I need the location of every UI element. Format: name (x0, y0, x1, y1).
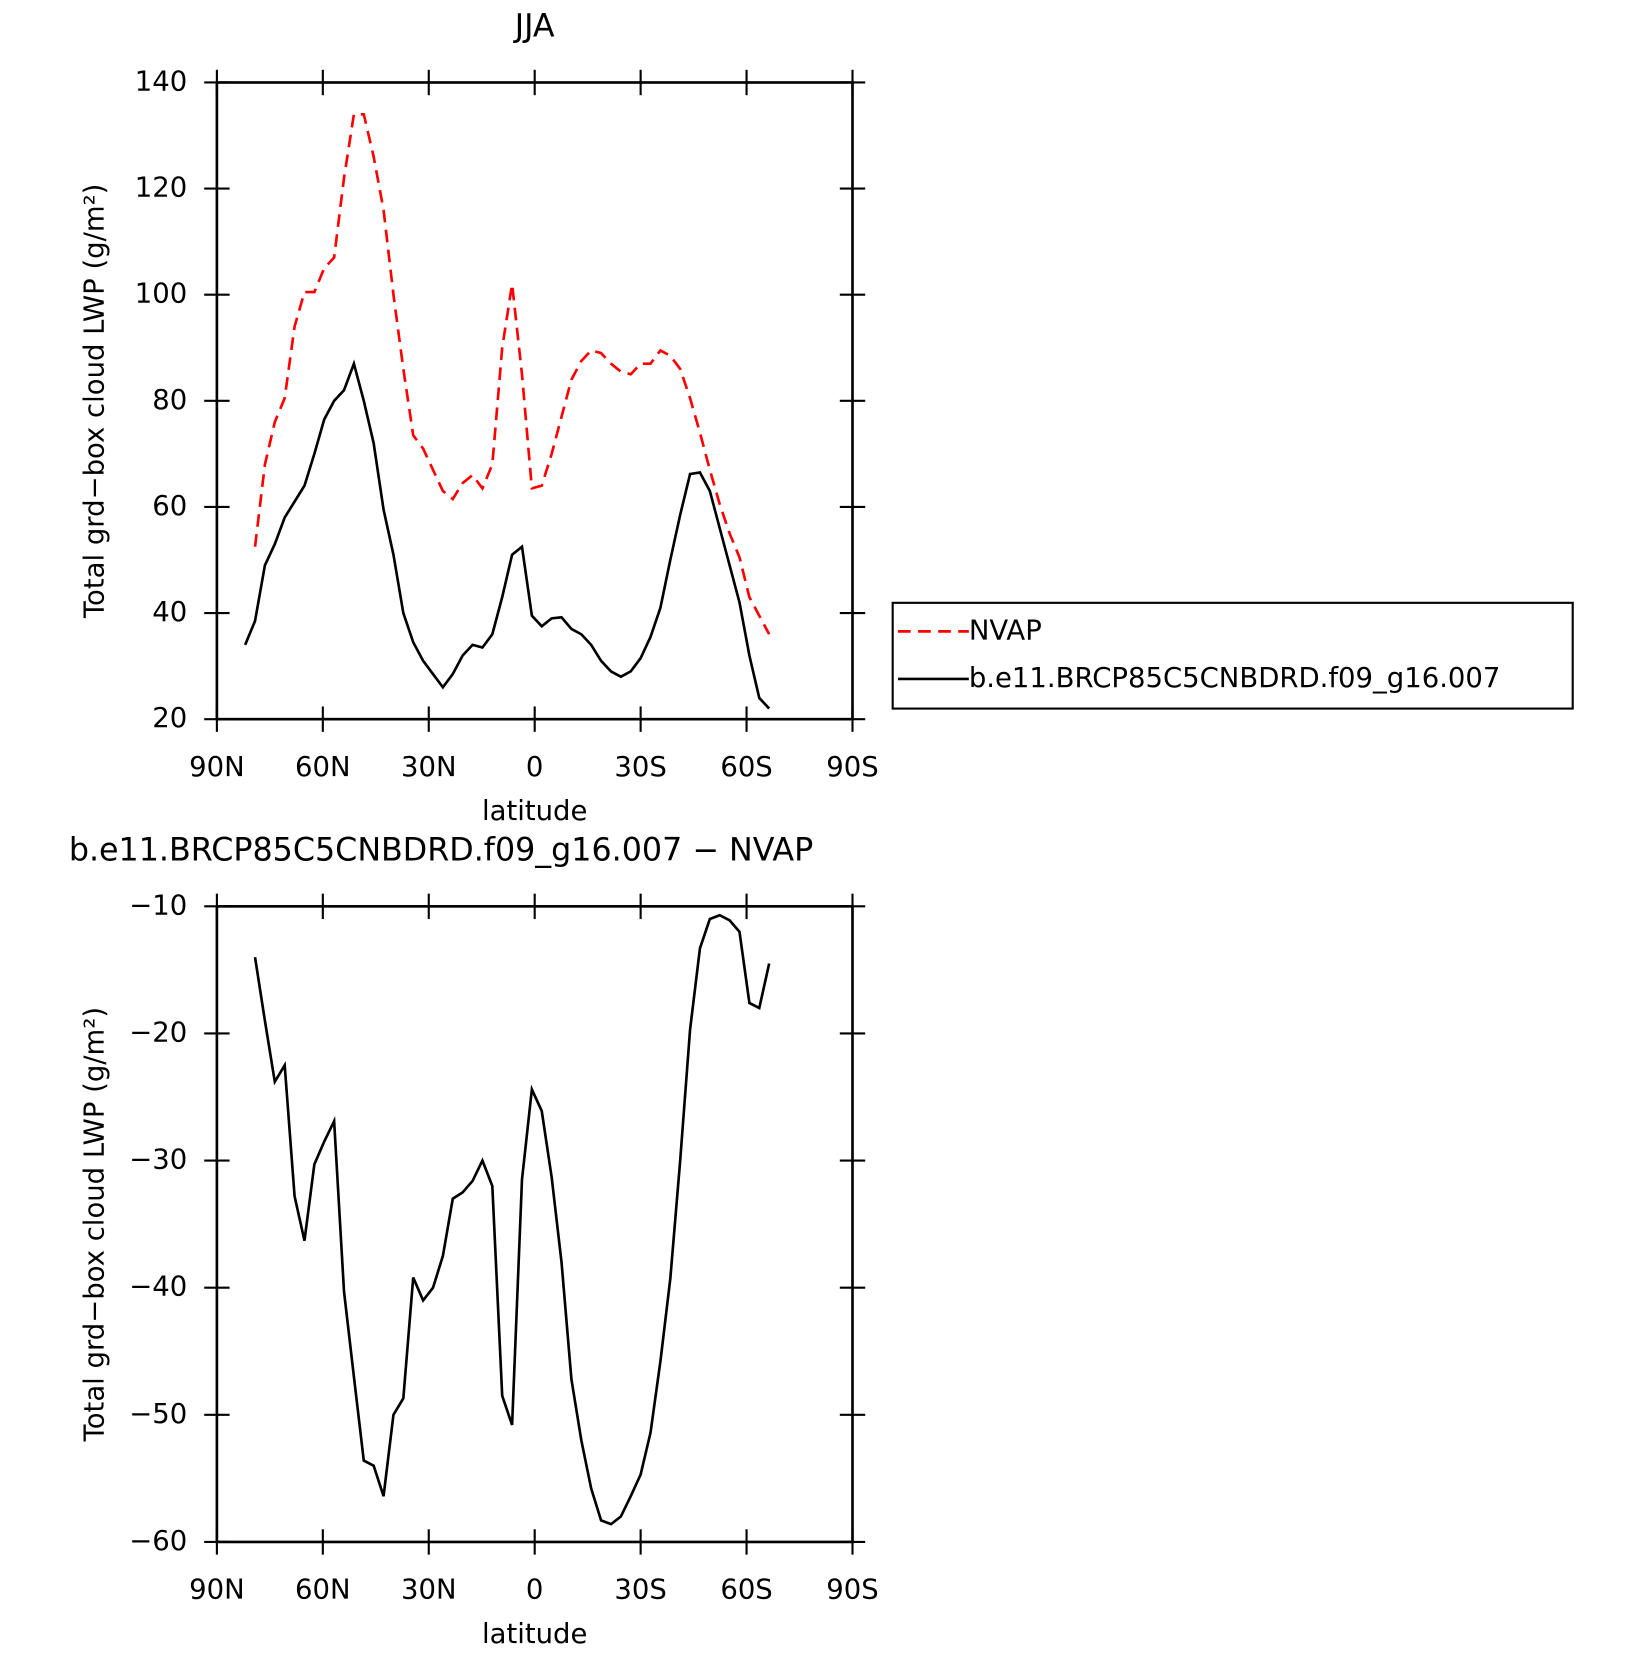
y-tick-label: 20 (152, 702, 187, 734)
x-tick-label: 90S (826, 751, 878, 783)
x-tick-label: 90N (189, 751, 245, 783)
x-tick-label: 0 (526, 1574, 544, 1606)
y-tick-label: 100 (135, 278, 187, 310)
chart-title: b.e11.BRCP85C5CNBDRD.f09_g16.007 − NVAP (69, 832, 813, 868)
x-tick-label: 60S (720, 1574, 772, 1606)
y-tick-label: 80 (152, 384, 187, 416)
y-axis-label: Total grd−box cloud LWP (g/m²) (78, 184, 110, 619)
y-tick-label: −50 (129, 1398, 187, 1430)
x-axis-label: latitude (482, 1618, 587, 1650)
y-tick-label: 120 (135, 172, 187, 204)
x-tick-label: 30N (401, 1574, 457, 1606)
y-tick-label: −30 (129, 1144, 187, 1176)
y-axis-label: Total grd−box cloud LWP (g/m²) (78, 1007, 110, 1442)
data-line (253, 913, 771, 1526)
x-tick-label: 90N (189, 1574, 245, 1606)
y-tick-label: −40 (129, 1271, 187, 1303)
x-tick-label: 60N (295, 751, 351, 783)
y-tick-label: 60 (152, 490, 187, 522)
y-tick-label: 40 (152, 596, 187, 628)
legend-label: NVAP (969, 614, 1042, 646)
plot-frame (215, 905, 854, 1544)
x-axis-label: latitude (482, 795, 587, 827)
x-tick-label: 0 (526, 751, 544, 783)
y-tick-label: −60 (129, 1525, 187, 1557)
data-line (243, 359, 771, 710)
x-tick-label: 90S (826, 1574, 878, 1606)
legend-box (891, 601, 1574, 710)
y-tick-label: −20 (129, 1016, 187, 1048)
x-tick-label: 60S (720, 751, 772, 783)
y-tick-label: 140 (135, 65, 187, 97)
legend-label: b.e11.BRCP85C5CNBDRD.f09_g16.007 (969, 662, 1501, 694)
y-tick-label: −10 (129, 889, 187, 921)
x-tick-label: 30N (401, 751, 457, 783)
x-tick-label: 30S (614, 1574, 666, 1606)
x-tick-label: 30S (614, 751, 666, 783)
data-line (253, 113, 771, 635)
x-tick-label: 60N (295, 1574, 351, 1606)
chart-title: JJA (513, 8, 555, 44)
plot-frame (215, 81, 854, 721)
